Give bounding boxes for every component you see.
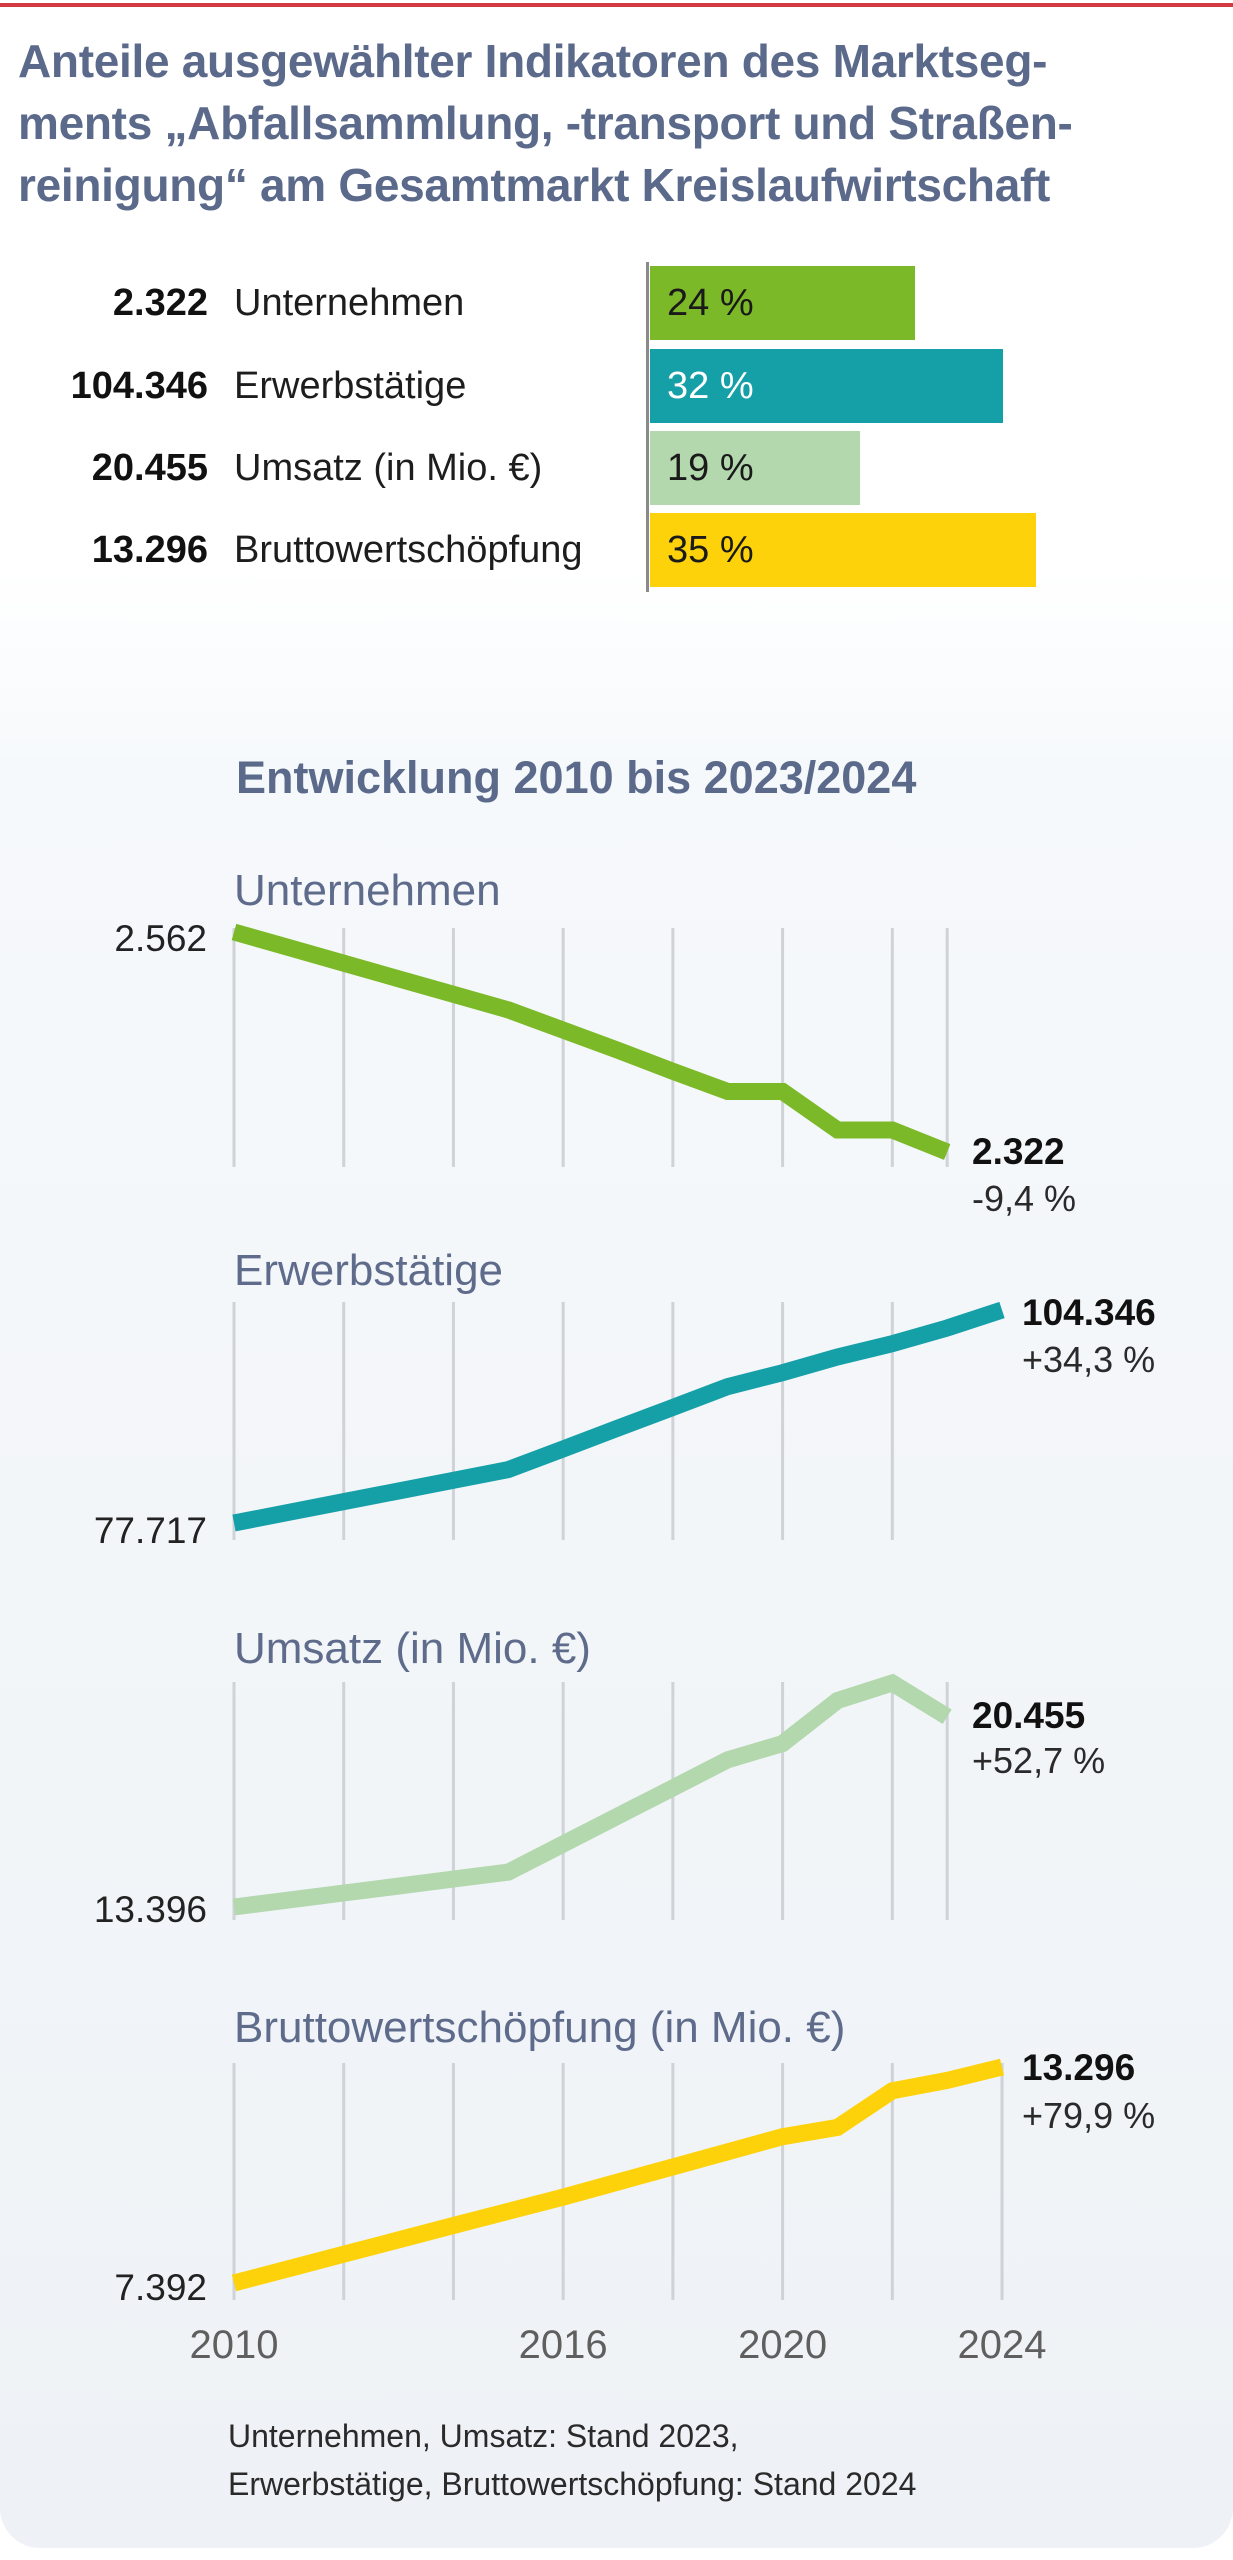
chart-subtitle: Bruttowertschöpfung (in Mio. €) [234, 2003, 845, 2052]
footnote: Unternehmen, Umsatz: Stand 2023, Erwerbs… [228, 2412, 916, 2508]
share-bar [650, 513, 1037, 587]
series-line [231, 923, 951, 1160]
x-tick-label: 2010 [190, 2323, 279, 2367]
infographic-card [0, 8, 1233, 2548]
series-line [232, 1673, 952, 1916]
change-percent-label: +34,3 % [1022, 1339, 1155, 1380]
end-value-label: 2.322 [972, 1131, 1065, 1172]
end-value-label: 13.296 [1022, 2047, 1135, 2088]
share-label: Bruttowertschöpfung [234, 529, 583, 571]
share-percent-label: 24 % [667, 282, 754, 324]
x-tick-label: 2020 [738, 2323, 827, 2367]
start-value-label: 13.396 [94, 1889, 207, 1930]
title-line: ments „Abfallsammlung, -transport und St… [18, 97, 1073, 149]
share-row: 104.346 Erwerbstätige 32 % [0, 349, 1233, 423]
change-percent-label: -9,4 % [972, 1178, 1076, 1219]
footnote-line: Erwerbstätige, Bruttowertschöpfung: Stan… [228, 2466, 917, 2502]
end-value-label: 20.455 [972, 1695, 1085, 1736]
share-row: 13.296 Bruttowertschöpfung 35 % [0, 513, 1233, 587]
footnote-line: Unternehmen, Umsatz: Stand 2023, [228, 2418, 739, 2454]
share-bar [650, 431, 860, 505]
chart-subtitle: Unternehmen [234, 866, 501, 915]
share-label: Umsatz (in Mio. €) [234, 447, 543, 489]
share-bar [650, 266, 915, 340]
share-axis-line [646, 262, 649, 592]
start-value-label: 77.717 [94, 1510, 207, 1551]
series-line [232, 1301, 1005, 1532]
change-percent-label: +52,7 % [972, 1740, 1105, 1781]
share-row: 2.322 Unternehmen 24 % [0, 266, 1233, 340]
change-percent-label: +79,9 % [1022, 2095, 1155, 2136]
title-line: Anteile ausgewählter Indikatoren des Mar… [18, 35, 1048, 87]
section-heading: Entwicklung 2010 bis 2023/2024 [236, 752, 917, 803]
start-value-label: 2.562 [114, 918, 207, 959]
page-title: Anteile ausgewählter Indikatoren des Mar… [18, 30, 1073, 216]
series-line [231, 2058, 1005, 2292]
share-value: 2.322 [112, 282, 208, 324]
chart-subtitle: Erwerbstätige [234, 1246, 503, 1295]
top-accent-rule [0, 3, 1233, 7]
x-tick-label: 2024 [958, 2323, 1047, 2367]
title-line: reinigung“ am Gesamtmarkt Kreislaufwirts… [18, 159, 1051, 211]
chart-subtitle: Umsatz (in Mio. €) [234, 1624, 591, 1673]
share-value: 104.346 [70, 365, 208, 407]
x-tick-label: 2016 [519, 2323, 608, 2367]
share-percent-label: 35 % [667, 529, 754, 571]
end-value-label: 104.346 [1022, 1292, 1156, 1333]
share-percent-label: 32 % [667, 365, 754, 407]
share-percent-label: 19 % [667, 447, 754, 489]
share-label: Unternehmen [234, 282, 465, 324]
start-value-label: 7.392 [114, 2267, 207, 2308]
share-value: 13.296 [91, 529, 208, 571]
share-bar [650, 349, 1003, 423]
share-label: Erwerbstätige [234, 365, 467, 407]
share-value: 20.455 [91, 447, 208, 489]
share-row: 20.455 Umsatz (in Mio. €) 19 % [0, 431, 1233, 505]
